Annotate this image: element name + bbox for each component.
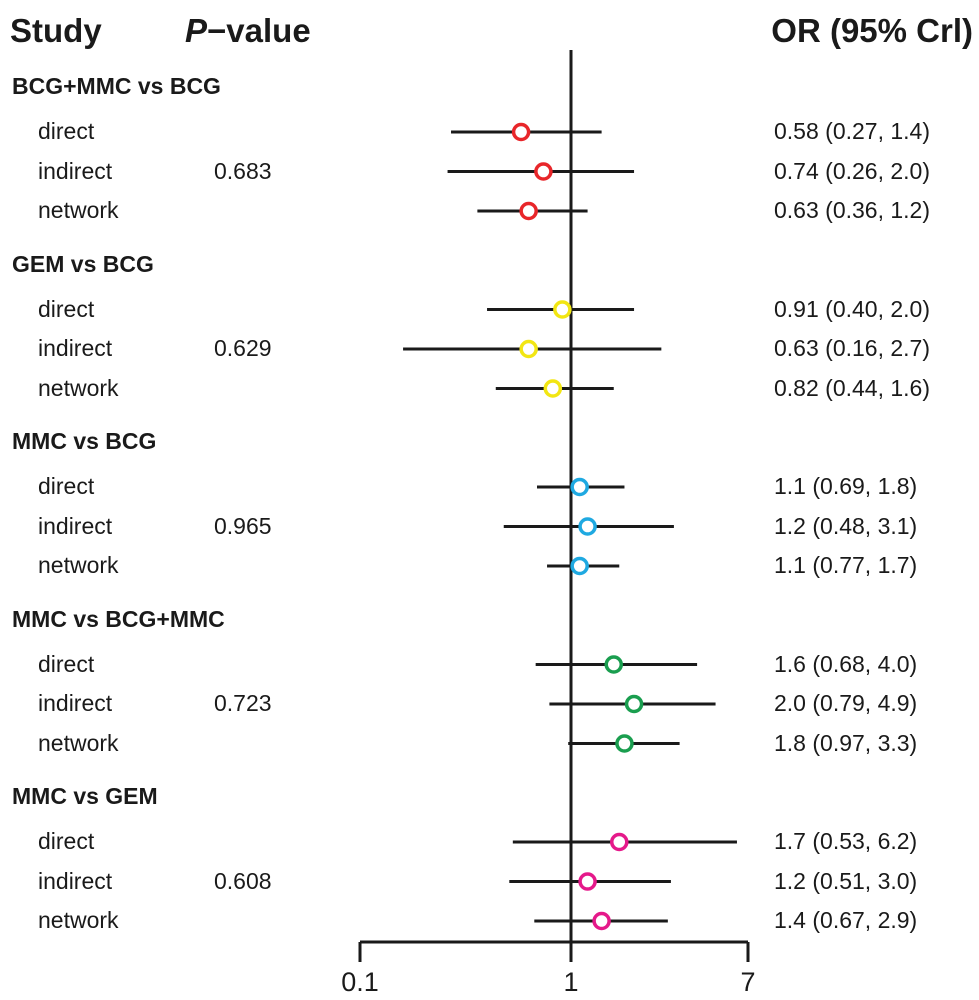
or-ci-text: 0.58 (0.27, 1.4) xyxy=(774,118,930,144)
header-p-value: P−value xyxy=(185,12,311,50)
point-estimate-marker xyxy=(578,872,597,891)
row-label: indirect xyxy=(38,690,113,716)
row-label: network xyxy=(38,552,119,578)
x-tick-label: 1 xyxy=(563,967,579,997)
row-label: network xyxy=(38,374,119,401)
group-label: MMC vs GEM xyxy=(12,783,158,809)
or-ci-text: 1.4 (0.67, 2.9) xyxy=(774,907,918,933)
p-value: 0.723 xyxy=(214,690,272,716)
point-estimate-marker xyxy=(592,911,611,931)
group-label: MMC vs BCG xyxy=(12,428,157,454)
or-ci-text: 1.2 (0.51, 3.0) xyxy=(774,867,918,894)
or-ci-text: 0.74 (0.26, 2.0) xyxy=(774,157,930,184)
or-ci-text: 0.82 (0.44, 1.6) xyxy=(774,374,930,401)
group-label: BCG+MMC vs BCG xyxy=(12,73,221,99)
point-estimate-marker xyxy=(534,162,553,181)
or-ci-text: 0.63 (0.16, 2.7) xyxy=(774,335,930,361)
header-p-italic: P xyxy=(185,12,208,49)
row-label: indirect xyxy=(38,867,113,894)
point-estimate-marker xyxy=(604,655,624,674)
row-label: direct xyxy=(38,118,95,144)
x-tick-label: 0.1 xyxy=(341,967,379,997)
or-ci-text: 1.1 (0.69, 1.8) xyxy=(774,473,918,499)
or-ci-text: 0.63 (0.36, 1.2) xyxy=(774,197,930,223)
point-estimate-marker xyxy=(519,201,538,221)
row-label: indirect xyxy=(38,157,113,184)
point-estimate-marker xyxy=(519,339,538,359)
p-value: 0.965 xyxy=(214,512,272,539)
p-value: 0.608 xyxy=(214,867,272,894)
p-value: 0.683 xyxy=(214,157,272,184)
row-label: indirect xyxy=(38,512,113,539)
or-ci-text: 0.91 (0.40, 2.0) xyxy=(774,295,930,322)
or-ci-text: 1.2 (0.48, 3.1) xyxy=(774,512,918,539)
row-label: direct xyxy=(38,650,95,677)
or-ci-text: 2.0 (0.79, 4.9) xyxy=(774,690,918,716)
row-label: network xyxy=(38,907,119,933)
point-estimate-marker xyxy=(570,556,589,576)
row-label: direct xyxy=(38,473,95,499)
or-ci-text: 1.1 (0.77, 1.7) xyxy=(774,552,918,578)
row-label: network xyxy=(38,197,119,223)
or-ci-text: 1.6 (0.68, 4.0) xyxy=(774,650,918,677)
header-p-rest: −value xyxy=(207,12,311,49)
x-tick-label: 7 xyxy=(740,967,756,997)
group-label: MMC vs BCG+MMC xyxy=(12,605,225,632)
row-label: direct xyxy=(38,828,95,854)
point-estimate-marker xyxy=(624,694,644,714)
p-value: 0.629 xyxy=(214,335,272,361)
point-estimate-marker xyxy=(511,122,531,142)
point-estimate-marker xyxy=(543,379,563,398)
point-estimate-marker xyxy=(570,477,589,497)
point-estimate-marker xyxy=(610,832,629,852)
group-label: GEM vs BCG xyxy=(12,250,154,277)
header-or: OR (95% Crl) xyxy=(771,12,973,49)
header-study: Study xyxy=(10,12,102,49)
or-ci-text: 1.7 (0.53, 6.2) xyxy=(774,828,918,854)
row-label: direct xyxy=(38,295,95,322)
point-estimate-marker xyxy=(578,517,597,536)
point-estimate-marker xyxy=(553,300,572,319)
row-label: indirect xyxy=(38,335,113,361)
or-ci-text: 1.8 (0.97, 3.3) xyxy=(774,729,918,756)
point-estimate-marker xyxy=(615,734,634,753)
row-label: network xyxy=(38,729,119,756)
